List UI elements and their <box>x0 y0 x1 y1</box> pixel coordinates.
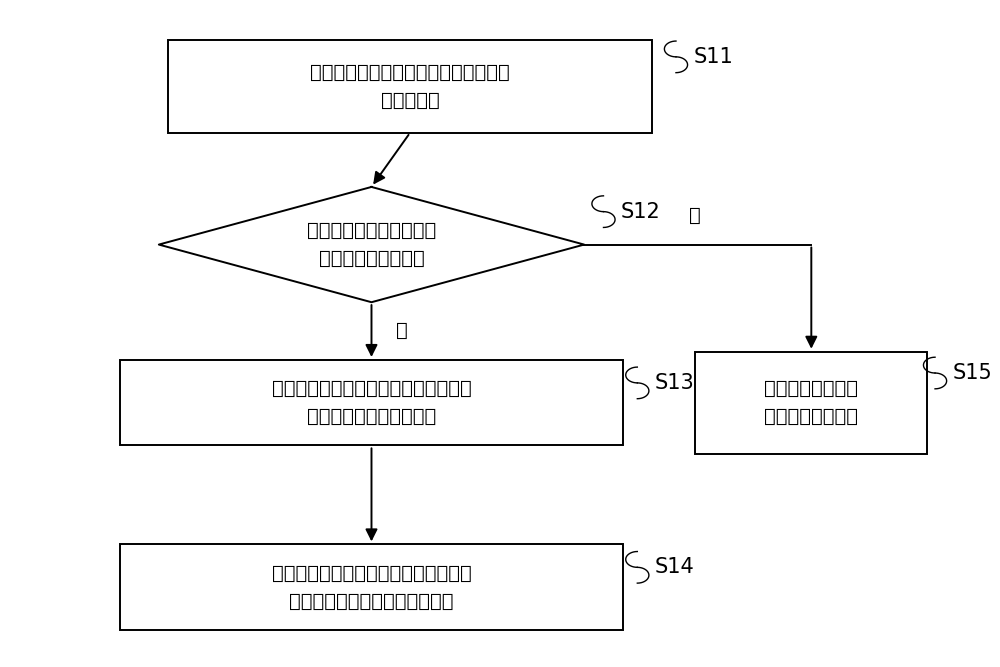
Text: 继续采集第二图像，所述第二图像的采
集时间在对焦操作完成后: 继续采集第二图像，所述第二图像的采 集时间在对焦操作完成后 <box>272 379 471 426</box>
FancyBboxPatch shape <box>695 352 927 454</box>
Text: S14: S14 <box>655 558 694 578</box>
Text: 否: 否 <box>689 206 701 225</box>
Text: 将第一图像作为目
标图像，结束拍照: 将第一图像作为目 标图像，结束拍照 <box>764 379 858 426</box>
Text: S12: S12 <box>621 201 661 221</box>
Text: S15: S15 <box>952 363 992 383</box>
Text: S11: S11 <box>693 47 733 67</box>
Text: 所述第一图像的采集时间
处于对焦操作期间？: 所述第一图像的采集时间 处于对焦操作期间？ <box>307 221 436 268</box>
FancyBboxPatch shape <box>120 360 623 446</box>
Text: S13: S13 <box>655 373 694 393</box>
FancyBboxPatch shape <box>168 41 652 133</box>
Text: 接收拍照指令，响应于所述拍照指令采
集第一图像: 接收拍照指令，响应于所述拍照指令采 集第一图像 <box>310 63 510 110</box>
FancyBboxPatch shape <box>120 544 623 630</box>
Text: 从所述第一图像及所述第二图像中选择
响应于所述拍照指令的目标图像: 从所述第一图像及所述第二图像中选择 响应于所述拍照指令的目标图像 <box>272 564 471 610</box>
Text: 是: 是 <box>396 321 407 340</box>
